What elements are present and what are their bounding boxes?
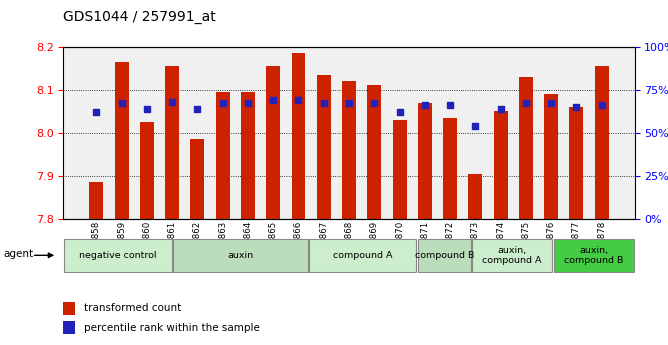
- Point: [142, 106, 152, 111]
- Point: [242, 101, 253, 106]
- Bar: [241, 92, 255, 219]
- Bar: [595, 66, 609, 219]
- Point: [343, 101, 354, 106]
- FancyBboxPatch shape: [418, 239, 471, 272]
- Bar: [443, 118, 457, 219]
- Bar: [216, 92, 230, 219]
- Text: negative control: negative control: [79, 251, 156, 260]
- Point: [495, 106, 506, 111]
- Bar: [190, 139, 204, 219]
- Bar: [468, 174, 482, 219]
- FancyBboxPatch shape: [472, 239, 552, 272]
- Bar: [519, 77, 533, 219]
- Point: [369, 101, 379, 106]
- Point: [91, 109, 102, 115]
- Bar: [165, 66, 179, 219]
- Bar: [418, 102, 432, 219]
- Point: [167, 99, 178, 105]
- Text: percentile rank within the sample: percentile rank within the sample: [84, 323, 260, 333]
- Text: auxin,
compound B: auxin, compound B: [564, 246, 623, 265]
- Point: [470, 123, 481, 129]
- Bar: [115, 62, 128, 219]
- Point: [116, 101, 127, 106]
- Text: compound B: compound B: [415, 251, 474, 260]
- Point: [217, 101, 228, 106]
- Point: [319, 101, 329, 106]
- FancyBboxPatch shape: [64, 239, 172, 272]
- Text: GDS1044 / 257991_at: GDS1044 / 257991_at: [63, 10, 216, 24]
- Bar: [267, 66, 280, 219]
- Point: [445, 102, 456, 108]
- Bar: [393, 120, 407, 219]
- Bar: [90, 183, 104, 219]
- Text: compound A: compound A: [333, 251, 392, 260]
- Point: [293, 97, 304, 103]
- FancyBboxPatch shape: [309, 239, 416, 272]
- Bar: [570, 107, 583, 219]
- Point: [546, 101, 556, 106]
- Bar: [291, 53, 305, 219]
- Text: agent: agent: [3, 249, 33, 258]
- Point: [268, 97, 279, 103]
- Bar: [342, 81, 356, 219]
- Bar: [140, 122, 154, 219]
- Bar: [494, 111, 508, 219]
- Point: [420, 102, 430, 108]
- Text: auxin: auxin: [227, 251, 253, 260]
- Bar: [63, 321, 75, 334]
- Point: [192, 106, 203, 111]
- Point: [571, 104, 582, 110]
- FancyBboxPatch shape: [173, 239, 308, 272]
- Point: [597, 102, 607, 108]
- Bar: [544, 94, 558, 219]
- Text: transformed count: transformed count: [84, 303, 181, 313]
- FancyBboxPatch shape: [554, 239, 634, 272]
- Bar: [317, 75, 331, 219]
- Point: [520, 101, 531, 106]
- Bar: [367, 85, 381, 219]
- Point: [394, 109, 405, 115]
- Text: auxin,
compound A: auxin, compound A: [482, 246, 542, 265]
- Bar: [63, 302, 75, 315]
